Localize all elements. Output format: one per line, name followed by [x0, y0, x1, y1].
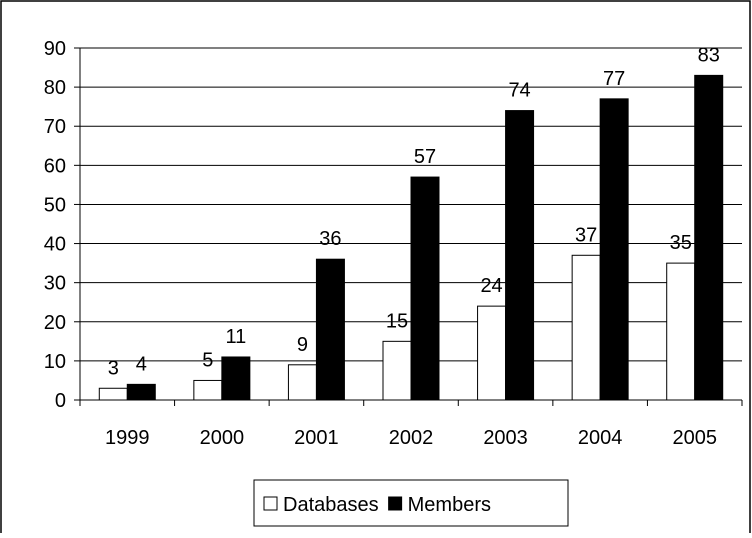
y-tick-label: 90	[44, 38, 66, 60]
x-tick-label: 2001	[294, 427, 339, 449]
bar-databases	[666, 262, 696, 401]
data-label-members: 4	[136, 353, 147, 375]
bar-members	[694, 74, 724, 401]
data-label-members: 83	[698, 44, 720, 66]
bar-members	[410, 176, 440, 401]
y-tick-label: 30	[44, 273, 66, 295]
bar-members	[505, 110, 535, 401]
x-tick-label: 2003	[483, 427, 528, 449]
data-label-databases: 15	[386, 310, 408, 332]
data-label-members: 36	[319, 228, 341, 250]
bar-databases	[193, 379, 223, 401]
y-tick-label: 10	[44, 351, 66, 373]
data-label-members: 11	[225, 326, 246, 348]
bar-members	[221, 356, 251, 401]
bars	[98, 74, 724, 401]
data-label-members: 77	[603, 68, 625, 90]
x-tick-label: 2004	[578, 427, 623, 449]
bar-members	[599, 98, 629, 401]
y-tick-label: 80	[44, 77, 66, 99]
data-label-databases: 9	[297, 334, 308, 356]
bar-members	[126, 383, 156, 401]
data-label-databases: 24	[480, 275, 502, 297]
x-tick-label: 2000	[200, 427, 245, 449]
legend-box	[253, 479, 569, 527]
y-tick-label: 70	[44, 116, 66, 138]
axes: 0 10 20 30 40 50 60 70 80 90 1999 2000 2001 2002 2003 2…	[44, 38, 743, 449]
bar-databases	[382, 340, 412, 401]
bar-databases	[477, 305, 507, 401]
y-tick-label: 20	[44, 312, 66, 334]
legend-label-members: Members	[408, 494, 491, 516]
x-tick-label: 2002	[389, 427, 434, 449]
data-label-databases: 37	[575, 224, 597, 246]
data-label-members: 74	[508, 80, 530, 102]
legend-swatch-members	[388, 496, 403, 511]
bar-databases	[571, 254, 601, 401]
legend-swatch-databases	[263, 496, 278, 511]
y-tick-label: 0	[55, 390, 66, 412]
bar-members	[315, 258, 345, 401]
data-label-members: 57	[414, 146, 436, 168]
data-label-databases: 3	[108, 357, 119, 379]
y-tick-label: 50	[44, 194, 66, 216]
bar-databases	[98, 387, 128, 401]
y-tick-label: 60	[44, 155, 66, 177]
bar-databases	[287, 364, 317, 401]
data-label-databases: 5	[202, 349, 213, 371]
legend-label-databases: Databases	[283, 494, 379, 516]
x-tick-label: 1999	[105, 427, 150, 449]
y-tick-label: 40	[44, 234, 66, 256]
data-label-databases: 35	[670, 232, 692, 254]
x-tick-label: 2005	[672, 427, 717, 449]
legend: Databases Members	[253, 479, 569, 527]
